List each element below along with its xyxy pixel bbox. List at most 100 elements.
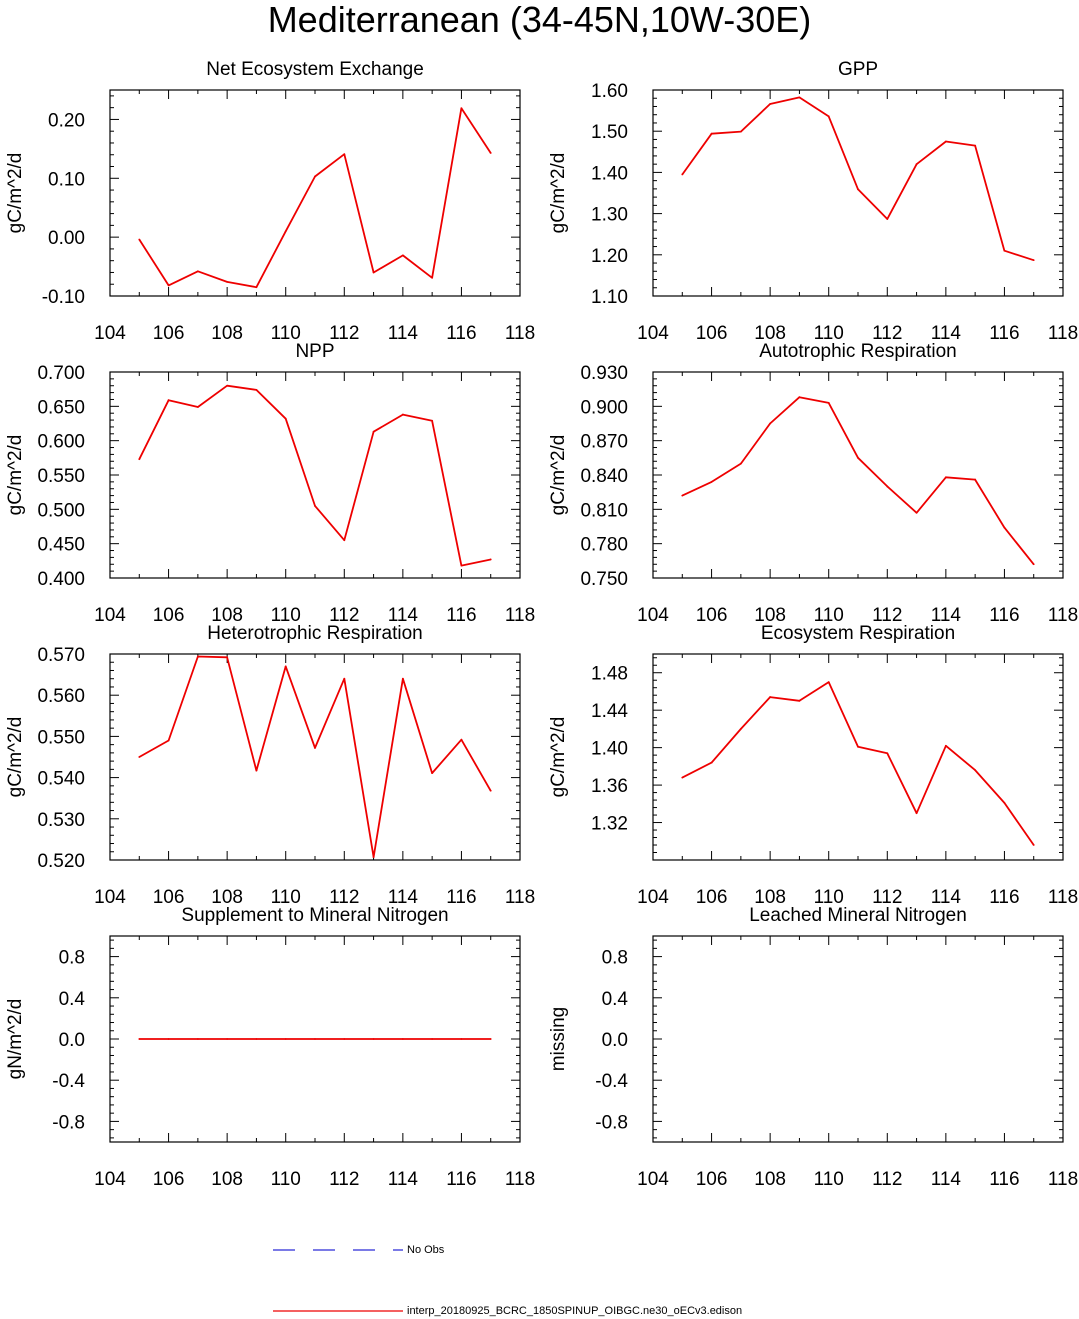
data-point bbox=[284, 230, 287, 233]
data-point bbox=[769, 422, 772, 425]
x-tick-label: 108 bbox=[754, 887, 786, 908]
y-tick-label: 0.550 bbox=[37, 727, 85, 748]
x-tick-label: 118 bbox=[1048, 1169, 1078, 1190]
series-line bbox=[138, 655, 492, 858]
x-tick-label: 110 bbox=[814, 605, 844, 626]
plot-frame bbox=[652, 89, 1064, 297]
panel-1: Net Ecosystem Exchange gC/m^2/d 104 106 108 1… bbox=[5, 59, 535, 344]
panel-4: Autotrophic Respiration gC/m^2/d 104 106 108… bbox=[548, 341, 1078, 626]
data-point bbox=[974, 144, 977, 147]
series-line bbox=[681, 396, 1035, 565]
y-tick-label: 0.650 bbox=[37, 397, 85, 418]
plot-frame bbox=[652, 371, 1064, 579]
y-tick-label: 1.60 bbox=[591, 81, 628, 102]
data-point bbox=[226, 280, 229, 283]
x-tick-label: 114 bbox=[931, 1169, 962, 1190]
data-point bbox=[798, 396, 801, 399]
data-point bbox=[196, 270, 199, 273]
panel-title: NPP bbox=[295, 341, 334, 362]
x-tick-label: 104 bbox=[94, 1169, 126, 1190]
x-tick-label: 110 bbox=[271, 323, 301, 344]
x-tick-label: 104 bbox=[637, 323, 669, 344]
data-point bbox=[255, 1038, 258, 1040]
x-tick-label: 118 bbox=[505, 605, 535, 626]
data-point bbox=[167, 739, 170, 742]
y-tick-label: 0.930 bbox=[580, 363, 628, 384]
panel-6: Ecosystem Respiration gC/m^2/d 104 106 108 11… bbox=[548, 623, 1078, 908]
x-tick-label: 114 bbox=[931, 605, 962, 626]
data-point bbox=[314, 175, 316, 178]
y-tick-label: 1.30 bbox=[591, 205, 628, 226]
x-tick-label: 114 bbox=[931, 887, 962, 908]
data-point bbox=[886, 752, 889, 755]
y-tick-label: -0.8 bbox=[595, 1112, 628, 1133]
y-tick-label: 0.840 bbox=[580, 466, 628, 487]
y-tick-label: 0.700 bbox=[37, 363, 85, 384]
legend-obs-label: No Obs bbox=[407, 1244, 445, 1256]
data-point bbox=[1032, 259, 1035, 262]
panel-title: Leached Mineral Nitrogen bbox=[749, 905, 967, 926]
y-tick-label: -0.10 bbox=[42, 287, 85, 308]
x-tick-label: 116 bbox=[989, 1169, 1019, 1190]
data-point bbox=[1032, 563, 1035, 566]
panel-title: Ecosystem Respiration bbox=[761, 623, 955, 644]
y-axis-label: gC/m^2/d bbox=[5, 717, 26, 798]
panel-2: GPP gC/m^2/d 104 106 108 110 112 114 116 118 1.10 1… bbox=[548, 59, 1078, 344]
data-point bbox=[431, 772, 434, 774]
data-point bbox=[974, 478, 977, 481]
data-point bbox=[401, 1038, 404, 1040]
data-point bbox=[489, 1038, 492, 1040]
x-tick-label: 116 bbox=[446, 887, 476, 908]
data-point bbox=[915, 812, 918, 815]
data-point bbox=[886, 218, 889, 220]
y-tick-label: 1.40 bbox=[591, 163, 628, 184]
y-tick-label: 0.530 bbox=[37, 810, 85, 831]
x-tick-label: 108 bbox=[754, 1169, 786, 1190]
x-tick-label: 110 bbox=[271, 1169, 301, 1190]
y-axis-label: gC/m^2/d bbox=[5, 435, 26, 516]
x-tick-label: 110 bbox=[271, 605, 301, 626]
y-tick-label: 0.550 bbox=[37, 466, 85, 487]
data-point bbox=[827, 402, 830, 404]
data-point bbox=[857, 456, 859, 459]
data-point bbox=[284, 665, 287, 668]
data-point bbox=[226, 656, 229, 659]
data-point bbox=[1032, 844, 1035, 846]
x-tick-label: 118 bbox=[1048, 605, 1078, 626]
x-tick-label: 112 bbox=[329, 887, 359, 908]
y-tick-label: 0.900 bbox=[580, 397, 628, 418]
y-tick-label: 0.500 bbox=[37, 500, 85, 521]
data-point bbox=[255, 286, 258, 289]
y-tick-label: 0.810 bbox=[580, 500, 628, 521]
y-tick-label: 0.780 bbox=[580, 535, 628, 556]
data-point bbox=[431, 276, 434, 279]
x-tick-label: 118 bbox=[505, 887, 535, 908]
y-tick-label: 0.450 bbox=[37, 535, 85, 556]
data-point bbox=[739, 130, 742, 133]
y-axis-label: missing bbox=[548, 1007, 569, 1071]
data-point bbox=[226, 1038, 229, 1040]
data-point bbox=[401, 254, 404, 257]
data-point bbox=[196, 655, 199, 658]
data-point bbox=[460, 564, 463, 567]
data-point bbox=[314, 747, 316, 749]
y-tick-label: 1.36 bbox=[591, 776, 628, 797]
data-point bbox=[314, 1038, 316, 1040]
x-tick-label: 110 bbox=[814, 323, 844, 344]
data-point bbox=[798, 96, 801, 99]
data-point bbox=[284, 1038, 287, 1040]
y-tick-label: 0.8 bbox=[59, 948, 85, 969]
data-point bbox=[284, 417, 287, 420]
y-axis-label: gC/m^2/d bbox=[548, 435, 569, 516]
panel-3: NPP gC/m^2/d 104 106 108 110 112 114 116 118 0.400… bbox=[5, 341, 535, 626]
y-tick-label: 1.40 bbox=[591, 739, 628, 760]
x-tick-label: 106 bbox=[153, 323, 185, 344]
panel-5: Heterotrophic Respiration gC/m^2/d 104 106 1… bbox=[5, 623, 535, 908]
x-tick-label: 112 bbox=[872, 323, 902, 344]
panel-title: Heterotrophic Respiration bbox=[207, 623, 422, 644]
x-tick-label: 118 bbox=[505, 1169, 535, 1190]
x-tick-label: 106 bbox=[696, 1169, 728, 1190]
legend-model-label: interp_20180925_BCRC_1850SPINUP_OIBGC.ne… bbox=[407, 1305, 743, 1317]
y-tick-label: 1.20 bbox=[591, 246, 628, 267]
